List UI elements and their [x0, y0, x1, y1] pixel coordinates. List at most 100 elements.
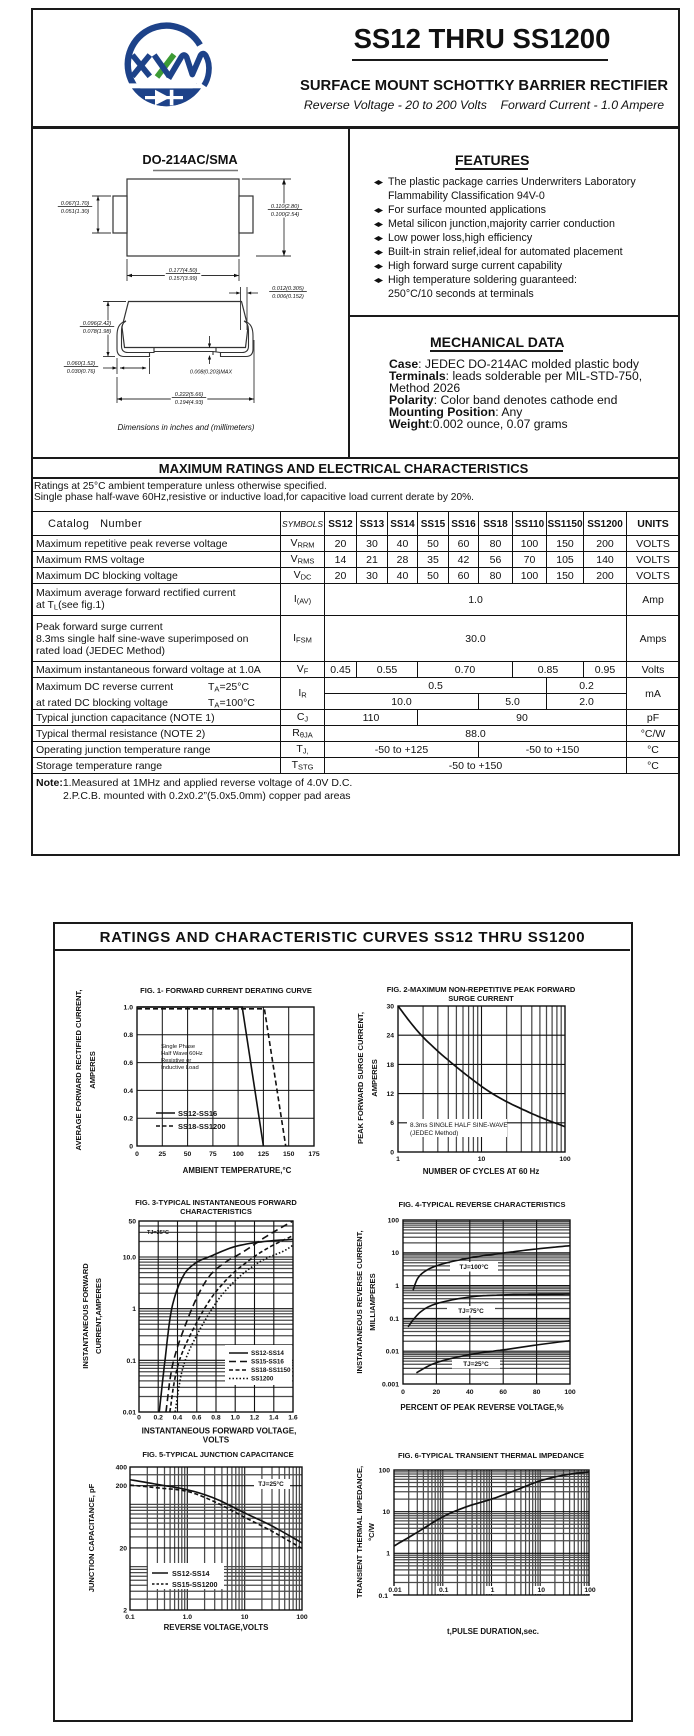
- svg-text:0: 0: [137, 1415, 141, 1422]
- svg-text:SS15-SS16: SS15-SS16: [251, 1359, 284, 1366]
- svg-text:8.3ms SINGLE HALF SINE-WAVE: 8.3ms SINGLE HALF SINE-WAVE: [410, 1122, 508, 1129]
- svg-text:150: 150: [283, 1151, 295, 1158]
- svg-text:TJ=100°C: TJ=100°C: [459, 1263, 488, 1271]
- svg-text:1.4: 1.4: [269, 1415, 279, 1422]
- svg-text:SS1200: SS1200: [251, 1376, 274, 1383]
- svg-text:100: 100: [388, 1217, 400, 1224]
- svg-text:1.0: 1.0: [231, 1415, 241, 1422]
- svg-text:0.1: 0.1: [439, 1587, 449, 1594]
- svg-text:24: 24: [386, 1033, 394, 1040]
- svg-text:SS12-SS14: SS12-SS14: [251, 1350, 284, 1357]
- svg-text:10: 10: [391, 1250, 399, 1257]
- svg-text:200: 200: [116, 1483, 128, 1490]
- svg-text:FIG. 6-TYPICAL TRANSIENT THERM: FIG. 6-TYPICAL TRANSIENT THERMAL IMPEDAN…: [398, 1451, 584, 1460]
- svg-text:0.4: 0.4: [173, 1415, 183, 1422]
- svg-text:10: 10: [382, 1509, 390, 1516]
- svg-text:0.030(0.76): 0.030(0.76): [67, 369, 96, 375]
- svg-text:FIG. 4-TYPICAL REVERSE CHARACT: FIG. 4-TYPICAL REVERSE CHARACTERISTICS: [399, 1200, 566, 1209]
- svg-text:0.4: 0.4: [124, 1088, 134, 1095]
- svg-text:PEAK FORWARD SURGE CURRENT,: PEAK FORWARD SURGE CURRENT,: [356, 1012, 365, 1144]
- svg-text:Inductive Load: Inductive Load: [161, 1065, 199, 1071]
- svg-text:100: 100: [232, 1151, 244, 1158]
- svg-text:CURRENT,AMPERES: CURRENT,AMPERES: [94, 1278, 103, 1354]
- svg-text:25: 25: [159, 1151, 167, 1158]
- svg-text:30: 30: [386, 1003, 394, 1010]
- svg-text:0.2: 0.2: [124, 1116, 134, 1123]
- svg-text:20: 20: [433, 1389, 441, 1396]
- svg-text:10.0: 10.0: [123, 1254, 136, 1261]
- svg-text:VOLTS: VOLTS: [203, 1436, 230, 1445]
- svg-text:0.012(0.305): 0.012(0.305): [272, 286, 304, 292]
- svg-text:(JEDEC Method): (JEDEC Method): [410, 1130, 458, 1137]
- svg-text:75: 75: [209, 1151, 217, 1158]
- svg-text:INSTANTANEOUS FORWARD: INSTANTANEOUS FORWARD: [81, 1263, 90, 1369]
- svg-text:TRANSIENT THERMAL IMPEDANCE,: TRANSIENT THERMAL IMPEDANCE,: [355, 1466, 364, 1598]
- svg-text:TJ=25°C: TJ=25°C: [258, 1480, 284, 1488]
- svg-text:0.060(1.52): 0.060(1.52): [67, 361, 96, 367]
- svg-text:FIG. 3-TYPICAL INSTANTANEOUS F: FIG. 3-TYPICAL INSTANTANEOUS FORWARD: [135, 1198, 297, 1207]
- svg-text:0.001: 0.001: [382, 1381, 399, 1388]
- svg-text:0.1: 0.1: [127, 1358, 137, 1365]
- svg-text:FIG. 1- FORWARD CURRENT DERATI: FIG. 1- FORWARD CURRENT DERATING CURVE: [140, 986, 312, 995]
- svg-text:0.157(3.99): 0.157(3.99): [169, 276, 198, 282]
- svg-text:20: 20: [119, 1545, 127, 1552]
- svg-text:SS12-SS14: SS12-SS14: [172, 1569, 210, 1578]
- svg-text:SS18-SS1150: SS18-SS1150: [251, 1367, 291, 1374]
- svg-text:0.008(0.203)MAX: 0.008(0.203)MAX: [190, 370, 233, 376]
- svg-text:0.006(0.152): 0.006(0.152): [272, 294, 304, 300]
- svg-text:PERCENT OF PEAK REVERSE VOLTAG: PERCENT OF PEAK REVERSE VOLTAGE,%: [400, 1403, 563, 1412]
- svg-text:TJ=75°C: TJ=75°C: [458, 1307, 484, 1315]
- svg-text:10: 10: [241, 1614, 249, 1621]
- svg-text:0: 0: [129, 1143, 133, 1150]
- svg-text:1: 1: [491, 1587, 495, 1594]
- svg-text:1.0: 1.0: [183, 1614, 193, 1621]
- svg-text:AMPERES: AMPERES: [370, 1059, 379, 1097]
- svg-text:10: 10: [478, 1156, 486, 1163]
- svg-text:18: 18: [386, 1062, 394, 1069]
- svg-text:1: 1: [396, 1156, 400, 1163]
- svg-text:0.01: 0.01: [123, 1409, 136, 1416]
- svg-text:125: 125: [258, 1151, 270, 1158]
- svg-text:NUMBER OF CYCLES AT 60 Hz: NUMBER OF CYCLES AT 60 Hz: [423, 1167, 540, 1176]
- svg-text:1.6: 1.6: [288, 1415, 298, 1422]
- svg-text:0.194(4.93): 0.194(4.93): [175, 400, 204, 406]
- svg-text:INSTANTANEOUS REVERSE CURRENT,: INSTANTANEOUS REVERSE CURRENT,: [355, 1230, 364, 1373]
- svg-text:1.2: 1.2: [250, 1415, 260, 1422]
- svg-text:2: 2: [123, 1607, 127, 1614]
- svg-text:0.222(5.66): 0.222(5.66): [175, 392, 204, 398]
- svg-text:Single Phase: Single Phase: [161, 1044, 195, 1050]
- svg-text:80: 80: [533, 1389, 541, 1396]
- svg-text:TJ=25°C: TJ=25°C: [147, 1230, 169, 1236]
- svg-text:SS12-SS16: SS12-SS16: [178, 1109, 217, 1118]
- svg-text:°C/W: °C/W: [367, 1522, 376, 1541]
- svg-text:12: 12: [386, 1091, 394, 1098]
- svg-text:0.2: 0.2: [154, 1415, 164, 1422]
- svg-text:100: 100: [379, 1467, 391, 1474]
- svg-text:1.0: 1.0: [124, 1004, 134, 1011]
- svg-text:60: 60: [499, 1389, 507, 1396]
- svg-text:0.078(1.98): 0.078(1.98): [83, 329, 112, 335]
- svg-text:SURGE CURRENT: SURGE CURRENT: [448, 994, 514, 1003]
- svg-text:0.01: 0.01: [386, 1349, 399, 1356]
- svg-text:0.096(2.42): 0.096(2.42): [83, 321, 112, 327]
- svg-text:40: 40: [466, 1389, 474, 1396]
- svg-text:0: 0: [390, 1149, 394, 1156]
- svg-text:JUNCTION CAPACITANCE, pF: JUNCTION CAPACITANCE, pF: [87, 1483, 96, 1592]
- svg-text:0.01: 0.01: [388, 1587, 401, 1594]
- svg-text:TJ=25°C: TJ=25°C: [463, 1360, 489, 1368]
- svg-text:10: 10: [537, 1587, 545, 1594]
- svg-text:0.8: 0.8: [124, 1032, 134, 1039]
- svg-text:0: 0: [401, 1389, 405, 1396]
- svg-text:50: 50: [184, 1151, 192, 1158]
- svg-text:6: 6: [390, 1120, 394, 1127]
- svg-text:50: 50: [128, 1218, 136, 1225]
- svg-text:0.177(4.50): 0.177(4.50): [169, 268, 198, 274]
- svg-text:0.6: 0.6: [124, 1060, 134, 1067]
- svg-text:0: 0: [135, 1151, 139, 1158]
- svg-text:AMPERES: AMPERES: [88, 1051, 97, 1089]
- svg-text:AVERAGE FORWARD RECTIFIED CURR: AVERAGE FORWARD RECTIFIED CURRENT,: [74, 990, 83, 1151]
- svg-text:0.100(2.54): 0.100(2.54): [271, 212, 300, 218]
- svg-text:1: 1: [395, 1283, 399, 1290]
- svg-text:100: 100: [559, 1156, 571, 1163]
- svg-text:t,PULSE DURATION,sec.: t,PULSE DURATION,sec.: [447, 1627, 539, 1636]
